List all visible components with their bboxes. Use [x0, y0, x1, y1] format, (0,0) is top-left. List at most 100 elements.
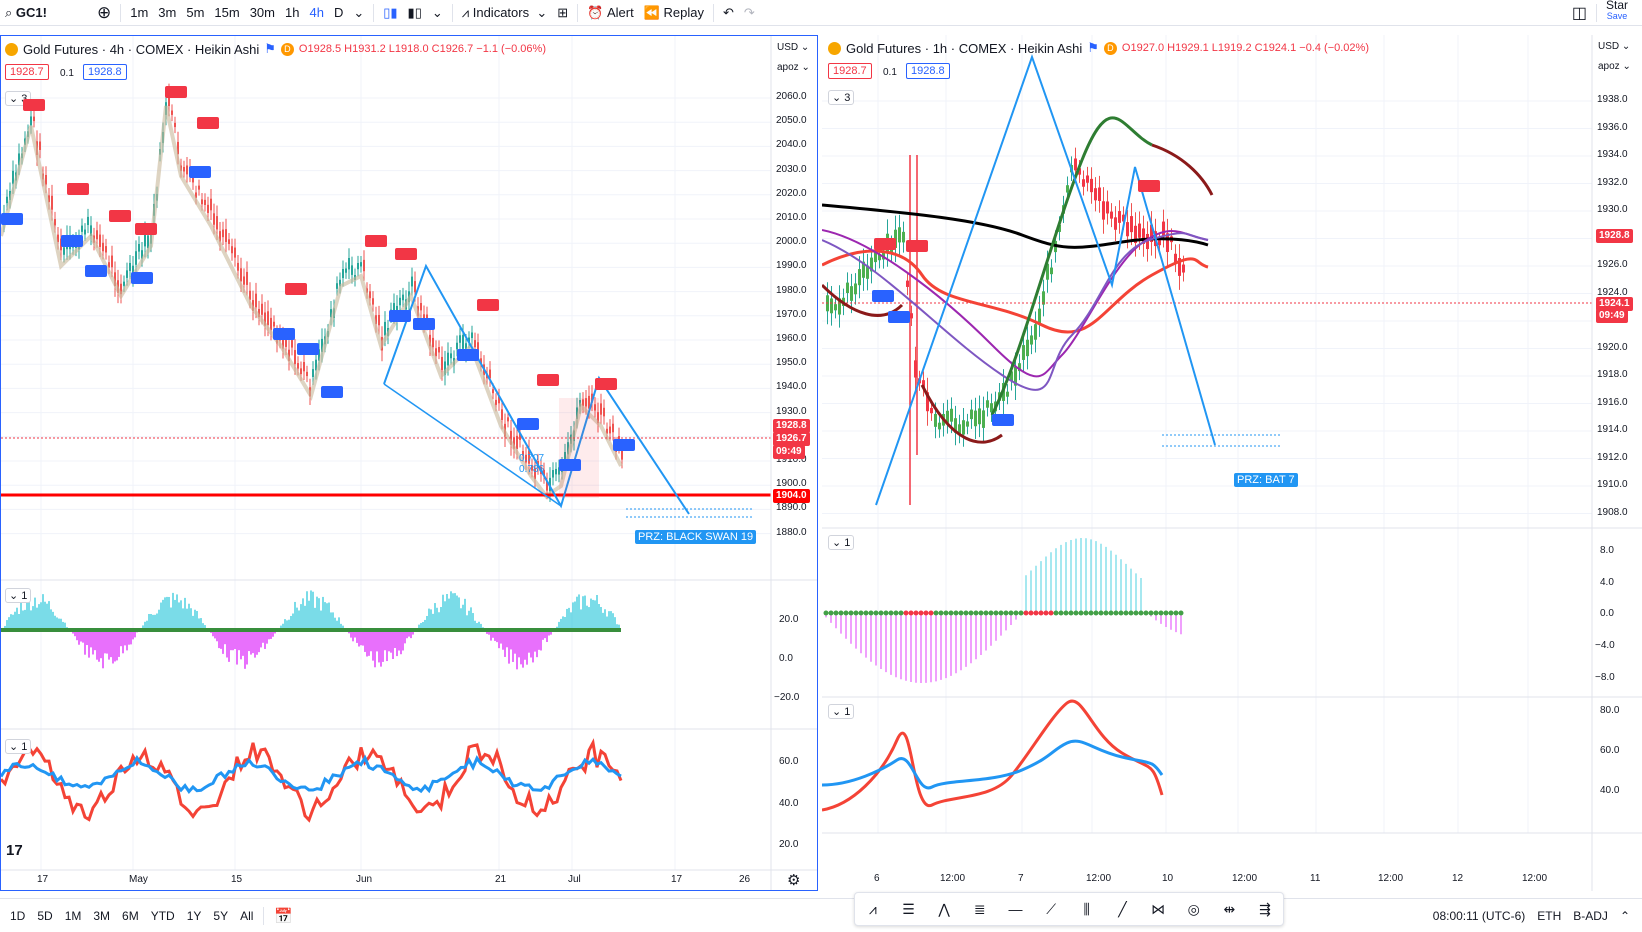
range-ytd[interactable]: YTD [150, 908, 175, 923]
rsi-tick: 80.0 [1600, 705, 1620, 716]
ask-price[interactable]: 1928.8 [906, 63, 950, 79]
range-all[interactable]: All [240, 908, 254, 923]
buy-signal-tag [613, 439, 635, 451]
adjust-toggle[interactable]: B-ADJ [1573, 908, 1608, 923]
left-chart-pane[interactable]: Gold Futures · 4h · COMEX · Heikin Ashi … [0, 35, 818, 891]
ray-icon[interactable]: ╱ [1118, 900, 1127, 917]
goto-date-calendar-icon[interactable]: 📅 [274, 907, 294, 925]
range-1m[interactable]: 1M [64, 908, 82, 923]
replay-button[interactable]: ⏪ Replay [643, 4, 704, 21]
indicators-collapse[interactable]: ⌄ 3 [828, 90, 855, 105]
left-price-plot[interactable] [1, 36, 818, 891]
elliott-wave-icon[interactable]: ⋈ [1151, 900, 1166, 917]
interval-3m[interactable]: 3m [158, 5, 177, 20]
trend-line-icon[interactable]: ⟋ [1046, 900, 1057, 917]
price-range-icon[interactable]: ⇹ [1223, 900, 1236, 917]
sell-signal-tag [109, 210, 131, 222]
prz-label[interactable]: PRZ: BAT 7 [1234, 473, 1298, 487]
osc-collapse[interactable]: ⌄ 1 [5, 588, 32, 603]
rsi-tick: 40.0 [1600, 785, 1620, 796]
chart-type-chevron-icon[interactable]: ⌄ [431, 4, 443, 20]
interval-1h[interactable]: 1h [285, 5, 300, 20]
left-legend[interactable]: Gold Futures · 4h · COMEX · Heikin Ashi … [5, 41, 546, 57]
date-range-icon[interactable]: ⇶ [1259, 900, 1271, 917]
interval-d[interactable]: D [333, 5, 344, 20]
flag-icon[interactable]: ⚑ [264, 41, 276, 56]
horizontal-line-icon[interactable]: — [1008, 901, 1023, 917]
tradingview-logo-icon[interactable]: 17 [6, 842, 23, 859]
time-tick: 12:00 [1522, 873, 1548, 884]
right-chart-pane[interactable]: Gold Futures · 1h · COMEX · Heikin Ashi … [822, 35, 1642, 891]
indicators-icon: ⩘ [461, 4, 470, 20]
interval-4h[interactable]: 4h [309, 5, 324, 20]
scale-select[interactable]: apoz ⌄ [1598, 61, 1631, 72]
bars-icon[interactable]: ▮▯ [407, 4, 422, 20]
bid-price[interactable]: 1928.7 [828, 63, 872, 79]
right-legend[interactable]: Gold Futures · 1h · COMEX · Heikin Ashi … [828, 40, 1369, 56]
range-1d[interactable]: 1D [10, 908, 26, 923]
rsi-collapse[interactable]: ⌄ 1 [5, 739, 32, 754]
save-button[interactable]: Star Save [1605, 0, 1628, 21]
symbol-search[interactable]: ⌕ GC1! [5, 4, 47, 21]
interval-15m[interactable]: 15m [214, 5, 240, 20]
range-5d[interactable]: 5D [37, 908, 53, 923]
redo-icon[interactable]: ↷ [743, 4, 755, 20]
candles-icon[interactable]: ▯▮ [383, 4, 398, 20]
compare-button[interactable]: ⊕ [96, 2, 112, 22]
divider [120, 3, 122, 22]
indicators-button[interactable]: ⩘ Indicators ⌄ [461, 4, 548, 21]
time-tick: 11 [1310, 873, 1321, 884]
range-6m[interactable]: 6M [122, 908, 139, 923]
buy-signal-tag [321, 386, 343, 398]
chevron-up-icon[interactable]: ⌃ [1619, 908, 1630, 923]
clock-time[interactable]: 08:00:11 (UTC-6) [1432, 908, 1526, 923]
fib-retracement-icon[interactable]: ⫼ [1083, 900, 1090, 917]
abc-pattern-icon[interactable]: ⋀ [938, 900, 950, 917]
ask-price[interactable]: 1928.8 [83, 64, 127, 80]
range-1y[interactable]: 1Y [186, 908, 202, 923]
session-toggle[interactable]: ETH [1537, 908, 1562, 923]
spiral-icon[interactable]: ◎ [1187, 900, 1200, 917]
interval-30m[interactable]: 30m [249, 5, 275, 20]
interval-5m[interactable]: 5m [186, 5, 205, 20]
interval-dropdown-chevron-icon[interactable]: ⌄ [353, 4, 365, 20]
channel-icon[interactable]: ≣ [973, 900, 986, 917]
range-3m[interactable]: 3M [93, 908, 111, 923]
divider [451, 3, 453, 22]
settings-gear-icon[interactable]: ⚙ [787, 872, 801, 889]
price-tick: 1920.0 [1597, 341, 1628, 353]
gold-coin-icon [5, 42, 18, 56]
price-tick: 1916.0 [1597, 396, 1628, 408]
buy-signal-tag [872, 290, 894, 302]
horizontal-lines-icon[interactable]: ☰ [902, 900, 915, 917]
currency-select[interactable]: USD ⌄ [1598, 41, 1631, 52]
price-tick: 2040.0 [776, 139, 807, 151]
sell-signal-tag [595, 378, 617, 390]
sell-signal-tag [67, 183, 89, 195]
time-tick: 26 [739, 874, 751, 885]
templates-grid-icon[interactable]: ⊞ [557, 4, 569, 20]
osc-tick: 0.0 [779, 653, 793, 664]
alert-button[interactable]: ⏰ Alert [587, 4, 634, 21]
xabcd-pattern-icon[interactable]: ⩘ [868, 900, 877, 917]
prz-label[interactable]: PRZ: BLACK SWAN 19 [635, 530, 757, 544]
currency-select[interactable]: USD ⌄ [777, 42, 810, 53]
divider [263, 906, 265, 925]
layout-icon[interactable]: ◫ [1571, 4, 1587, 22]
bottom-toolbar: 1D 5D 1M 3M 6M YTD 1Y 5Y All 📅 08:00:11 (UTC-6) … [0, 898, 1642, 932]
rsi-collapse[interactable]: ⌄ 1 [828, 704, 855, 719]
osc-tick: 4.0 [1600, 577, 1614, 588]
osc-tick: −4.0 [1595, 640, 1615, 651]
interval-1m[interactable]: 1m [130, 5, 149, 20]
right-price-plot[interactable] [822, 35, 1642, 891]
undo-icon[interactable]: ↶ [722, 4, 734, 20]
bid-price[interactable]: 1928.7 [5, 64, 49, 80]
range-5y[interactable]: 5Y [213, 908, 229, 923]
time-tick: 12:00 [1086, 873, 1112, 884]
scale-select[interactable]: apoz ⌄ [777, 62, 810, 73]
price-label-ask: 1928.8 [1596, 229, 1633, 243]
flag-icon[interactable]: ⚑ [1087, 40, 1099, 55]
search-icon: ⌕ [5, 4, 13, 20]
ma-red [822, 249, 1209, 334]
osc-collapse[interactable]: ⌄ 1 [828, 535, 855, 550]
